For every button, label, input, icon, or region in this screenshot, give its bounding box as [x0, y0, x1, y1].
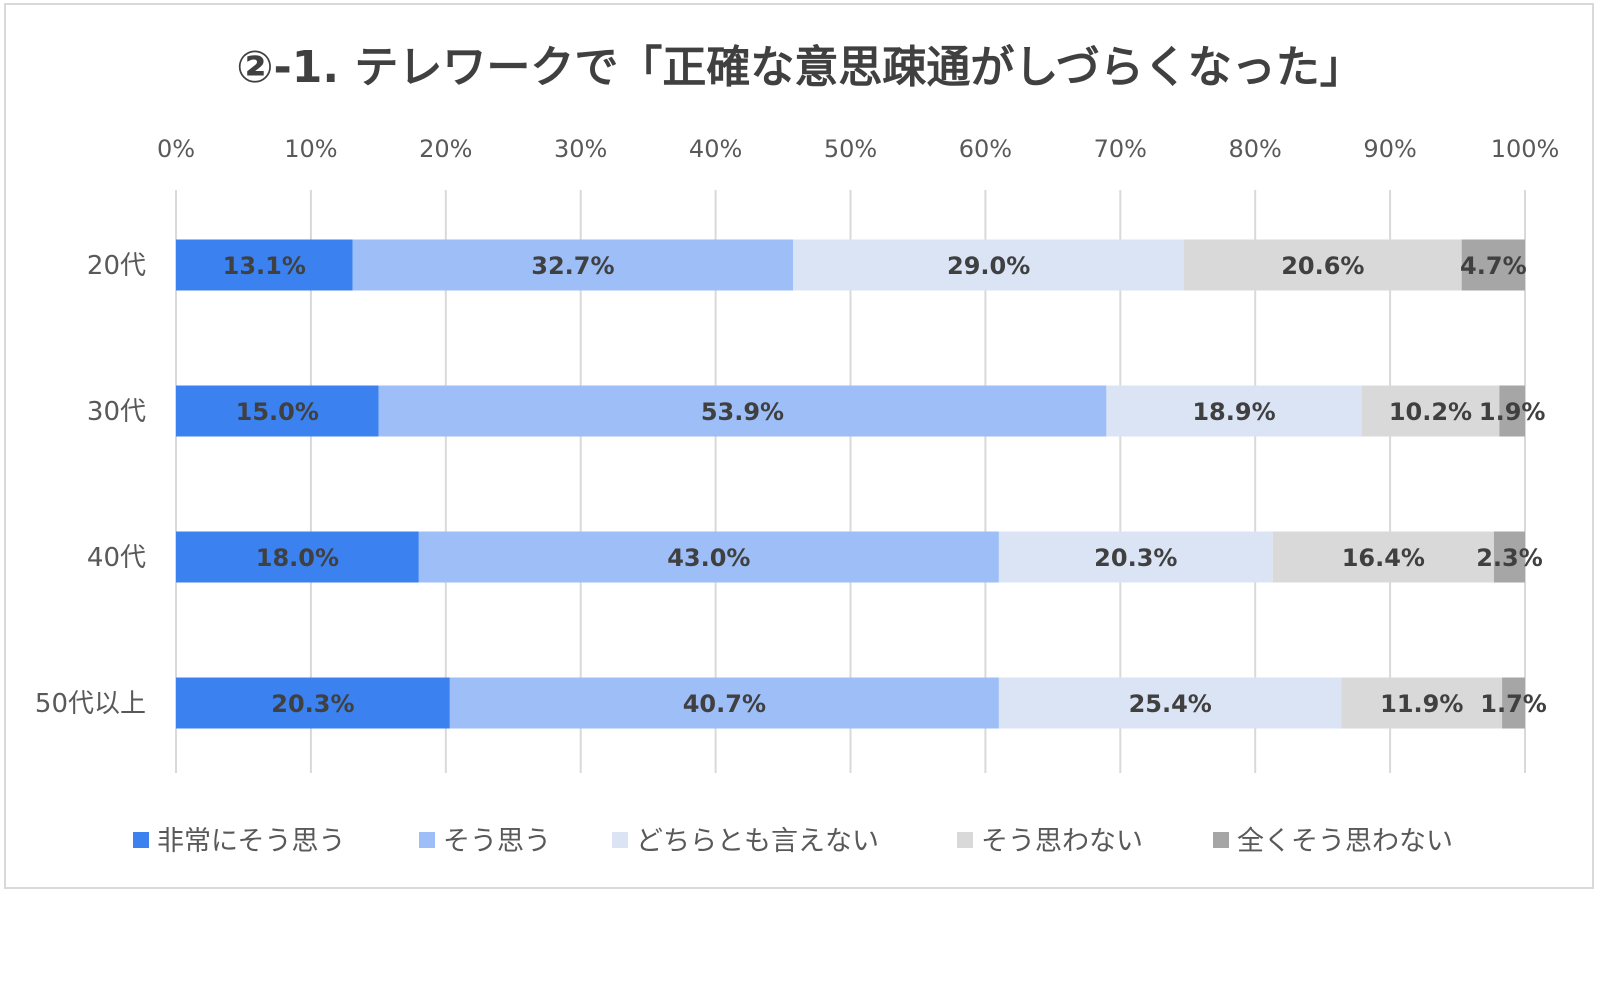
bar-segment [1341, 677, 1503, 729]
bar-segment [176, 239, 353, 291]
x-tick-label: 0% [157, 135, 195, 163]
category-labels: 20代 30代 40代 50代以上 [35, 251, 146, 719]
category-label: 20代 [87, 251, 146, 281]
legend: 非常にそう思う そう思う どちらとも言えない そう思わない 全くそう思わない [133, 826, 1453, 857]
bar-segment [998, 677, 1342, 729]
x-tick-label: 90% [1363, 135, 1416, 163]
data-label: 53.9% [701, 398, 784, 426]
bar-segment [998, 531, 1273, 583]
data-label: 25.4% [1129, 690, 1212, 718]
x-tick-label: 50% [824, 135, 877, 163]
data-label: 20.3% [271, 690, 354, 718]
data-label: 13.1% [223, 252, 306, 280]
x-tick-label: 10% [284, 135, 337, 163]
data-label: 20.6% [1281, 252, 1364, 280]
x-tick-label: 20% [419, 135, 472, 163]
category-label: 30代 [87, 397, 146, 427]
data-label: 11.9% [1380, 690, 1463, 718]
bar-segment [449, 677, 999, 729]
data-label: 40.7% [683, 690, 766, 718]
data-label: 32.7% [531, 252, 614, 280]
x-tick-label: 70% [1094, 135, 1147, 163]
category-label: 50代以上 [35, 689, 146, 719]
bar-segment [418, 531, 999, 583]
legend-swatch [1213, 832, 1229, 848]
bar-segment [1106, 385, 1362, 437]
bar-segment [1184, 239, 1462, 291]
data-label: 18.0% [256, 544, 339, 572]
x-tick-label: 40% [689, 135, 742, 163]
bar-segments [176, 239, 1525, 729]
category-label: 40代 [87, 543, 146, 573]
data-label: 16.4% [1342, 544, 1425, 572]
x-tick-label: 100% [1491, 135, 1560, 163]
bar-segment [793, 239, 1185, 291]
data-label: 1.9% [1479, 398, 1546, 426]
bar-segment [1461, 239, 1525, 291]
data-label: 4.7% [1460, 252, 1527, 280]
legend-swatch [612, 832, 628, 848]
chart-title: ②-1. テレワークで「正確な意思疎通がしづらくなった」 [236, 42, 1364, 93]
data-labels: 13.1% 32.7% 29.0% 20.6% 4.7% 15.0% 53.9% 18.9% 1… [223, 252, 1547, 718]
x-axis-ticks: 0% 10% 20% 30% 40% 50% 60% 70% 80% 90% 100% [157, 135, 1559, 163]
legend-label: どちらとも言えない [636, 826, 879, 857]
data-label: 10.2% [1389, 398, 1472, 426]
legend-label: 全くそう思わない [1237, 826, 1453, 857]
chart-frame [4, 3, 1594, 889]
bar-segment [1272, 531, 1494, 583]
legend-label: そう思わない [981, 826, 1143, 857]
bar-segment [176, 677, 450, 729]
bar-segment [176, 385, 379, 437]
bar-segment [1361, 385, 1500, 437]
x-tick-label: 30% [554, 135, 607, 163]
data-label: 2.3% [1476, 544, 1543, 572]
data-label: 20.3% [1094, 544, 1177, 572]
bar-segment [1499, 385, 1525, 437]
data-label: 18.9% [1192, 398, 1275, 426]
legend-swatch [419, 832, 435, 848]
x-tick-label: 80% [1229, 135, 1282, 163]
bar-segment [352, 239, 794, 291]
data-label: 1.7% [1480, 690, 1547, 718]
data-label: 29.0% [947, 252, 1030, 280]
x-tick-label: 60% [959, 135, 1012, 163]
bar-segment [176, 531, 419, 583]
data-label: 43.0% [667, 544, 750, 572]
bar-segment [1493, 531, 1525, 583]
legend-label: そう思う [443, 826, 551, 857]
legend-swatch [957, 832, 973, 848]
bar-segment [378, 385, 1107, 437]
legend-swatch [133, 832, 149, 848]
legend-label: 非常にそう思う [157, 826, 345, 857]
data-label: 15.0% [236, 398, 319, 426]
bar-segment [1502, 677, 1525, 729]
